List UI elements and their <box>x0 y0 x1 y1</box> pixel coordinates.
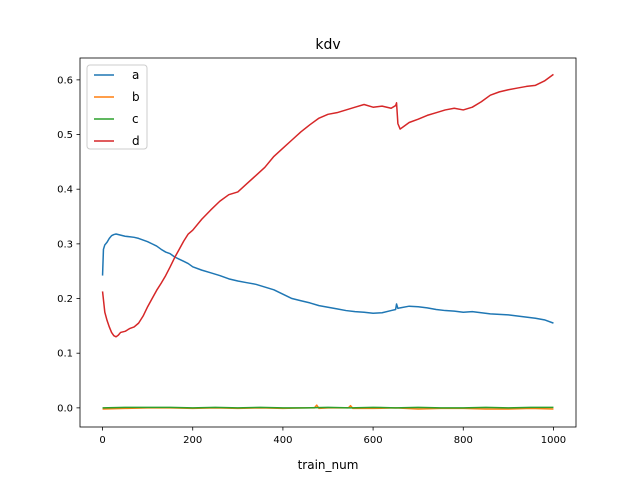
legend-label-c: c <box>132 112 139 126</box>
x-tick-label: 0 <box>99 435 105 446</box>
legend-box <box>86 64 148 150</box>
y-tick-label: 0.1 <box>57 349 73 360</box>
x-tick-label: 200 <box>183 435 202 446</box>
y-tick-label: 0.4 <box>57 185 73 196</box>
y-tick-label: 0.0 <box>57 403 73 414</box>
series-line-c <box>102 406 554 409</box>
y-tick-label: 0.3 <box>57 239 73 250</box>
y-tick-label: 0.6 <box>57 75 73 86</box>
series-line-a <box>101 233 554 324</box>
y-tick-label: 0.2 <box>57 294 73 305</box>
legend-label-a: a <box>132 68 139 82</box>
x-tick-label: 1000 <box>541 435 566 446</box>
legend-label-d: d <box>132 134 140 148</box>
x-axis-label: train_num <box>298 458 359 472</box>
y-tick-label: 0.5 <box>57 130 73 141</box>
plot-frame <box>79 57 577 428</box>
plot-area: 0 200 400 600 800 1000 0.0 0.1 0.2 0.3 0.4 0.5 0.6 <box>57 57 577 446</box>
x-tick-label: 600 <box>364 435 383 446</box>
series-line-d <box>101 73 554 338</box>
x-tick-label: 800 <box>454 435 473 446</box>
x-tick-label: 400 <box>273 435 292 446</box>
chart-title: kdv <box>315 37 340 53</box>
legend-label-b: b <box>132 90 140 104</box>
